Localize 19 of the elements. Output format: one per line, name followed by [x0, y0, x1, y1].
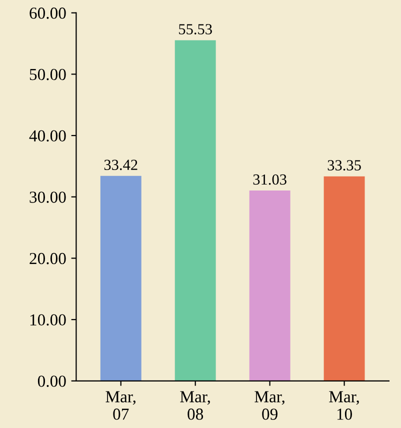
- data-label: 33.35: [328, 160, 361, 171]
- y-tick-label: 30.00: [30, 192, 66, 203]
- y-tick-label: 10.00: [30, 314, 66, 326]
- data-label: 31.03: [253, 174, 286, 185]
- bar: [174, 40, 216, 381]
- bar: [324, 176, 365, 381]
- y-tick-label: 20.00: [30, 252, 66, 264]
- x-tick-label: Mar, 07: [106, 391, 136, 420]
- x-tick-label: Mar, 09: [254, 391, 284, 420]
- y-tick-label: 50.00: [30, 68, 66, 80]
- y-tick-label: 60.00: [30, 8, 66, 19]
- bar: [100, 176, 142, 381]
- y-tick-label: 40.00: [29, 130, 66, 142]
- y-tick-label: 0.00: [38, 376, 66, 387]
- x-tick-label: Mar, 08: [180, 391, 210, 420]
- bar: [249, 190, 290, 381]
- data-label: 33.42: [104, 160, 138, 170]
- data-label: 55.53: [179, 24, 212, 34]
- x-tick-label: Mar, 10: [329, 391, 359, 420]
